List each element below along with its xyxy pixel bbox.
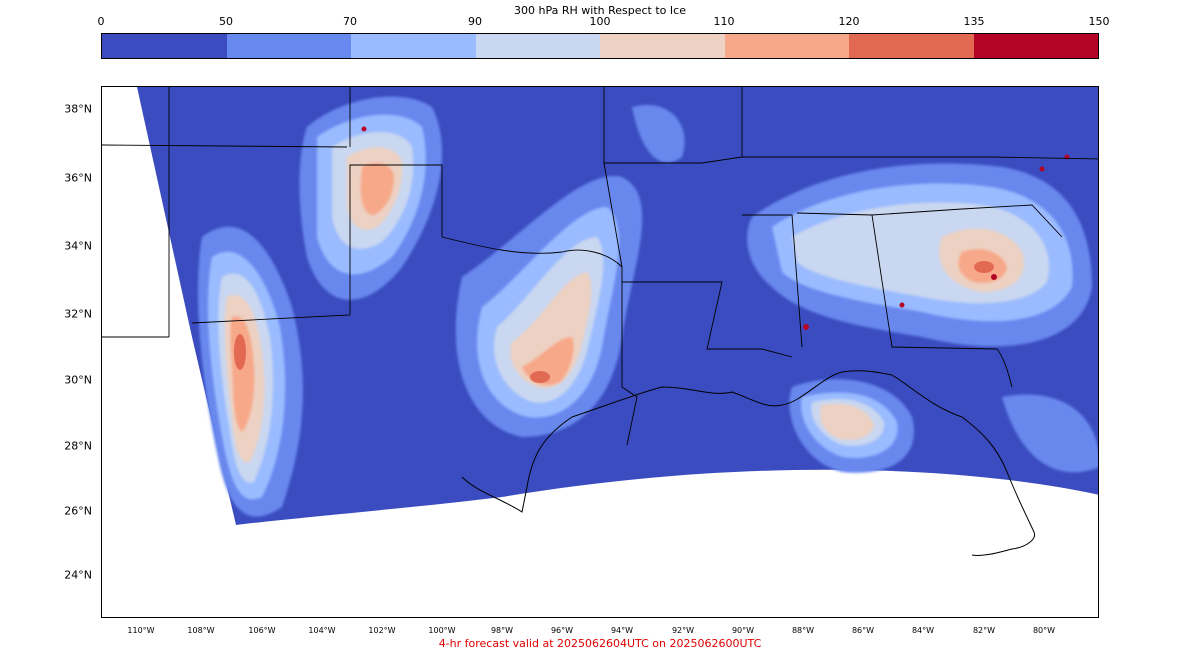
colorbar-tick: 90	[468, 15, 482, 28]
colorbar-tick: 70	[343, 15, 357, 28]
rh-contour-110-120	[360, 162, 394, 215]
lon-label: 82°W	[972, 626, 996, 635]
colorbar	[101, 33, 1099, 59]
lat-label: 32°N	[64, 307, 92, 321]
forecast-valid-text: 4-hr forecast valid at 2025062604UTC on …	[438, 637, 762, 650]
lon-label: 110°W	[127, 626, 155, 635]
colorbar-segment	[351, 34, 476, 58]
colorbar-tick: 150	[1088, 15, 1110, 28]
rh-contour-100-110	[820, 403, 874, 440]
lat-label: 34°N	[64, 239, 92, 253]
map-panel	[101, 86, 1099, 618]
colorbar-tick: 0	[97, 15, 105, 28]
colorbar-segment	[600, 34, 725, 58]
lon-label: 108°W	[187, 626, 215, 635]
lon-label: 106°W	[248, 626, 276, 635]
lon-label: 102°W	[368, 626, 396, 635]
lat-label: 24°N	[64, 568, 92, 582]
lat-label: 38°N	[64, 102, 92, 116]
rh-contour-135-150	[991, 274, 997, 280]
rh-contour-50-70	[632, 105, 685, 163]
rh-contour-50-70	[1002, 394, 1098, 473]
colorbar-segment	[226, 34, 351, 58]
lat-label: 30°N	[64, 373, 92, 387]
lat-label: 26°N	[64, 504, 92, 518]
colorbar-tick: 100	[589, 15, 611, 28]
rh-field-map	[102, 87, 1098, 556]
colorbar-segment	[724, 34, 849, 58]
lon-label: 88°W	[791, 626, 815, 635]
lon-label: 84°W	[911, 626, 935, 635]
coastline	[461, 370, 1036, 556]
colorbar-segment	[973, 34, 1098, 58]
colorbar-segment	[849, 34, 974, 58]
colorbar-tick: 135	[963, 15, 985, 28]
colorbar-segment	[475, 34, 600, 58]
colorbar-title: 300 hPa RH with Respect to Ice	[514, 4, 686, 17]
lon-label: 90°W	[731, 626, 755, 635]
lon-label: 92°W	[671, 626, 695, 635]
lon-label: 98°W	[490, 626, 514, 635]
lon-label: 80°W	[1032, 626, 1056, 635]
lat-label: 36°N	[64, 171, 92, 185]
state-boundaries	[102, 87, 1098, 446]
rh-contour-120-135	[530, 371, 550, 383]
rh-contour-120-135	[974, 261, 994, 273]
rh-contour-135-150	[899, 302, 905, 308]
lon-label: 100°W	[428, 626, 456, 635]
lon-label: 104°W	[308, 626, 336, 635]
rh-contour-135-150	[803, 324, 809, 330]
colorbar-segment	[102, 34, 227, 58]
lon-label: 86°W	[851, 626, 875, 635]
rh-contour-135-150	[361, 126, 367, 132]
colorbar-tick: 110	[713, 15, 735, 28]
rh-contour-135-150	[1039, 166, 1045, 172]
lon-label: 94°W	[610, 626, 634, 635]
rh-contour-120-135	[234, 334, 246, 370]
lat-label: 28°N	[64, 439, 92, 453]
lon-label: 96°W	[550, 626, 574, 635]
colorbar-tick: 120	[838, 15, 860, 28]
colorbar-tick: 50	[219, 15, 233, 28]
